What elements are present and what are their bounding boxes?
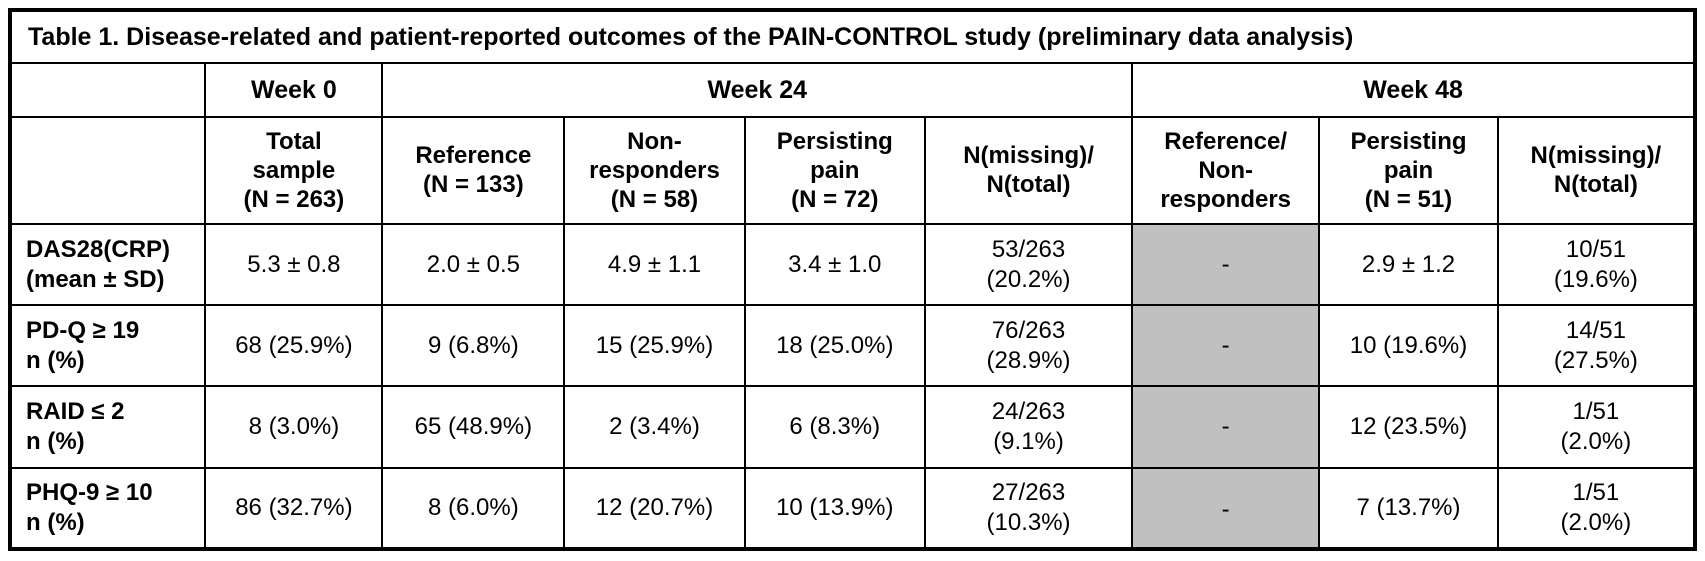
pdq-reference-w24: 9 (6.8%): [381, 304, 566, 388]
table-row-phq9: PHQ-9 ≥ 10 n (%) 86 (32.7%) 8 (6.0%) 12 …: [8, 466, 1697, 551]
raid-n-missing-w24: 24/263 (9.1%): [923, 385, 1134, 469]
pdq-non-responders-w24: 15 (25.9%): [563, 304, 746, 388]
das28-n-missing-w48: 10/51 (19.6%): [1496, 222, 1697, 307]
phq9-non-responders-w24: 12 (20.7%): [563, 466, 746, 551]
pdq-n-missing-w48: 14/51 (27.5%): [1496, 304, 1697, 388]
table-title-row: Table 1. Disease-related and patient-rep…: [9, 8, 1696, 65]
header-n-missing-w48: N(missing)/ N(total): [1496, 115, 1697, 225]
raid-persisting-pain-w24: 6 (8.3%): [743, 385, 926, 469]
phq9-persisting-pain-w24: 10 (13.9%): [743, 466, 926, 551]
table-title: Table 1. Disease-related and patient-rep…: [9, 8, 1696, 65]
header-non-responders-w24: Non- responders (N = 58): [563, 115, 746, 225]
header-persisting-pain-w48: Persisting pain (N = 51): [1318, 115, 1499, 225]
header-reference-non-responders-w48: Reference/ Non- responders: [1131, 115, 1321, 225]
das28-persisting-pain-w48: 2.9 ± 1.2: [1318, 222, 1499, 307]
raid-reference-w24: 65 (48.9%): [381, 385, 566, 469]
header-total-sample: Total sample (N = 263): [204, 115, 384, 225]
phq9-persisting-pain-w48: 7 (13.7%): [1318, 466, 1499, 551]
week0-header: Week 0: [204, 62, 384, 118]
table-row-das28: DAS28(CRP) (mean ± SD) 5.3 ± 0.8 2.0 ± 0…: [8, 222, 1697, 307]
das28-n-missing-w24: 53/263 (20.2%): [923, 222, 1134, 307]
das28-reference-w48-na: -: [1131, 222, 1321, 307]
das28-reference-w24: 2.0 ± 0.5: [381, 222, 566, 307]
raid-non-responders-w24: 2 (3.4%): [563, 385, 746, 469]
raid-total-sample: 8 (3.0%): [204, 385, 384, 469]
das28-total-sample: 5.3 ± 0.8: [204, 222, 384, 307]
row-label-raid: RAID ≤ 2 n (%): [8, 385, 207, 469]
das28-non-responders-w24: 4.9 ± 1.1: [563, 222, 746, 307]
raid-n-missing-w48: 1/51 (2.0%): [1496, 385, 1697, 469]
header-n-missing-w24: N(missing)/ N(total): [923, 115, 1134, 225]
header-persisting-pain-w24: Persisting pain (N = 72): [743, 115, 926, 225]
week-row-empty-cell: [8, 62, 207, 118]
phq9-n-missing-w48: 1/51 (2.0%): [1496, 466, 1697, 551]
row-label-pdq: PD-Q ≥ 19 n (%): [8, 304, 207, 388]
das28-persisting-pain-w24: 3.4 ± 1.0: [743, 222, 926, 307]
week24-header: Week 24: [381, 62, 1134, 118]
week-header-row: Week 0 Week 24 Week 48: [8, 62, 1696, 118]
pdq-persisting-pain-w24: 18 (25.0%): [743, 304, 926, 388]
column-header-row: Total sample (N = 263) Reference (N = 13…: [8, 115, 1697, 225]
header-reference-w24: Reference (N = 133): [381, 115, 566, 225]
table-row-pdq: PD-Q ≥ 19 n (%) 68 (25.9%) 9 (6.8%) 15 (…: [8, 304, 1697, 388]
pdq-reference-w48-na: -: [1131, 304, 1321, 388]
week48-header: Week 48: [1131, 62, 1696, 118]
row-label-das28: DAS28(CRP) (mean ± SD): [8, 222, 207, 307]
phq9-n-missing-w24: 27/263 (10.3%): [923, 466, 1134, 551]
phq9-total-sample: 86 (32.7%): [204, 466, 384, 551]
phq9-reference-w48-na: -: [1131, 466, 1321, 551]
outcomes-table: Table 1. Disease-related and patient-rep…: [8, 8, 1697, 551]
header-empty-cell: [8, 115, 207, 225]
row-label-phq9: PHQ-9 ≥ 10 n (%): [8, 466, 207, 551]
table-row-raid: RAID ≤ 2 n (%) 8 (3.0%) 65 (48.9%) 2 (3.…: [8, 385, 1697, 469]
raid-persisting-pain-w48: 12 (23.5%): [1318, 385, 1499, 469]
pdq-persisting-pain-w48: 10 (19.6%): [1318, 304, 1499, 388]
raid-reference-w48-na: -: [1131, 385, 1321, 469]
pdq-n-missing-w24: 76/263 (28.9%): [923, 304, 1134, 388]
pdq-total-sample: 68 (25.9%): [204, 304, 384, 388]
phq9-reference-w24: 8 (6.0%): [381, 466, 566, 551]
